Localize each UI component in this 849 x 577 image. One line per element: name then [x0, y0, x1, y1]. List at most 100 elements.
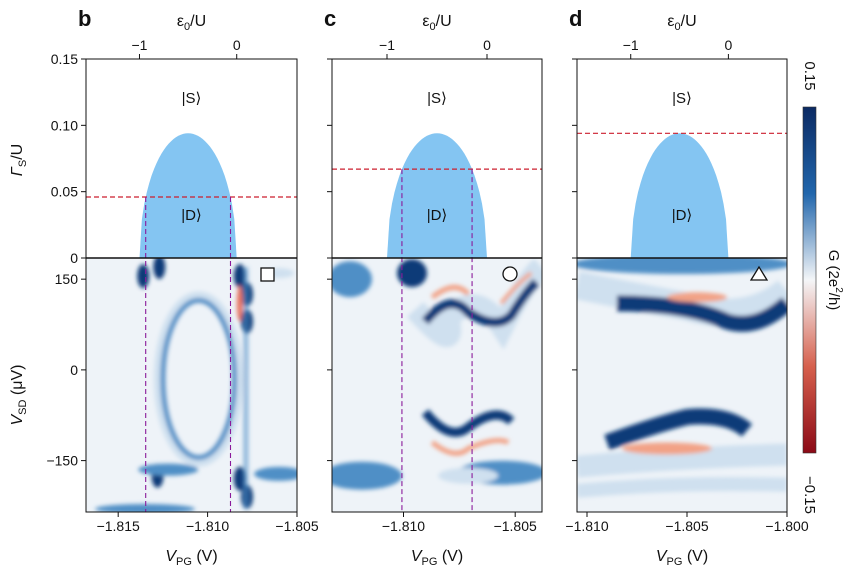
eps-denominator: /U — [436, 13, 452, 30]
state-D-label: |D⟩ — [181, 207, 202, 224]
bottom-band — [254, 466, 297, 481]
colorbar-bar — [802, 106, 817, 454]
doublet-region — [387, 133, 487, 258]
eps-subscript: 0 — [184, 21, 190, 33]
upper-negative — [667, 292, 727, 303]
colorbar-label-sup: 2 — [833, 287, 844, 293]
eps-denominator: /U — [190, 13, 206, 30]
top-y-axis-label: ΓS/U — [9, 144, 29, 176]
eps-denominator: /U — [681, 13, 697, 30]
colorbar-label-part2: /h) — [825, 293, 842, 311]
colorbar-min-label: −0.15 — [801, 476, 818, 514]
gamma-symbol: Γ — [9, 166, 26, 176]
top-y-tick-label: 0.15 — [51, 51, 78, 67]
vsd-symbol: V — [9, 413, 26, 425]
top-y-tick-label: 0 — [70, 250, 78, 266]
bottom-y-tick-label: −150 — [46, 453, 78, 469]
corner-blob — [332, 261, 372, 298]
colorbar: 0.15 −0.15 G (2e2/h) — [801, 61, 844, 514]
x-tick-label: −1.810 — [565, 518, 608, 534]
colorbar-max-label: 0.15 — [801, 61, 818, 90]
negative-streak — [236, 285, 243, 322]
lower-negative-arc — [430, 437, 510, 456]
dark-blob — [153, 258, 166, 280]
bottom-edge — [95, 503, 195, 512]
top-axis-label: ε0/U — [422, 13, 451, 33]
vpg-subscript: PG — [176, 556, 192, 568]
bottom-band — [138, 463, 199, 476]
eps-subscript: 0 — [430, 21, 436, 33]
upper-arc — [616, 295, 787, 332]
x-axis-label: VPG (V) — [411, 548, 463, 568]
state-S-label: |S⟩ — [672, 90, 692, 107]
vpg-unit: (V) — [437, 548, 463, 565]
top-edge-band — [577, 258, 787, 275]
dark-blob — [137, 264, 150, 289]
colorbar-label: G (2e2/h) — [825, 250, 844, 311]
eps-symbol: ε — [667, 13, 674, 30]
top-y-tick-label: 0.05 — [51, 184, 78, 200]
top-axis-label: ε0/U — [177, 13, 206, 33]
lower-arc — [604, 408, 753, 450]
vertical-streak — [243, 267, 249, 509]
eps-symbol: ε — [177, 13, 184, 30]
heatmap-features — [577, 258, 787, 498]
x-tick-label: −1.805 — [665, 518, 708, 534]
top-tick-label: −1 — [623, 37, 639, 53]
loop-ring — [160, 297, 237, 461]
bottom-y-tick-label: 150 — [55, 271, 79, 287]
panel-letter: d — [569, 6, 582, 31]
top-tick-label: 0 — [724, 37, 732, 53]
vsd-unit: (μV) — [9, 365, 26, 400]
bottom-blob — [438, 467, 499, 484]
panel-letter: c — [324, 6, 336, 31]
state-S-label: |S⟩ — [427, 90, 447, 107]
bottom-blob — [332, 461, 402, 490]
x-axis-label: VPG (V) — [165, 548, 217, 568]
vpg-unit: (V) — [192, 548, 218, 565]
lower-arc — [421, 409, 515, 437]
heatmap-features — [332, 258, 542, 490]
bottom-y-axis-label: VSD (μV) — [9, 365, 29, 426]
top-tick-label: −1 — [131, 37, 147, 53]
upper-arc-halo — [407, 258, 542, 350]
x-axis-label: VPG (V) — [656, 548, 708, 568]
vpg-symbol: V — [411, 548, 423, 565]
vpg-symbol: V — [165, 548, 177, 565]
x-tick-label: −1.805 — [494, 518, 537, 534]
state-D-label: |D⟩ — [427, 207, 448, 224]
top-tick-label: 0 — [233, 37, 241, 53]
square-marker — [260, 267, 275, 282]
upper-negative-arc — [430, 284, 471, 300]
vpg-symbol: V — [656, 548, 668, 565]
x-tick-label: −1.805 — [275, 518, 318, 534]
dark-blob — [233, 466, 246, 491]
vsd-subscript: SD — [17, 399, 29, 414]
doublet-region — [139, 133, 237, 258]
top-axis-label: ε0/U — [667, 13, 696, 33]
corner-blob — [397, 259, 427, 288]
colorbar-label-part1: G (2e — [825, 250, 842, 288]
loop-halo — [153, 291, 244, 467]
upper-arc — [421, 278, 540, 327]
x-tick-label: −1.810 — [186, 518, 229, 534]
top-y-tick-label: 0.10 — [51, 117, 78, 133]
vpg-unit: (V) — [682, 548, 708, 565]
bottom-y-tick-label: 0 — [70, 362, 78, 378]
panel-letter: b — [78, 6, 91, 31]
vpg-subscript: PG — [666, 556, 682, 568]
vpg-subscript: PG — [421, 556, 437, 568]
lower-negative — [622, 442, 712, 455]
x-tick-label: −1.810 — [382, 518, 425, 534]
lower-halo — [577, 443, 787, 478]
circle-marker — [502, 266, 518, 282]
gamma-subscript: S — [17, 160, 29, 167]
top-tick-label: 0 — [483, 37, 491, 53]
x-tick-label: −1.815 — [97, 518, 140, 534]
doublet-region — [630, 133, 729, 258]
